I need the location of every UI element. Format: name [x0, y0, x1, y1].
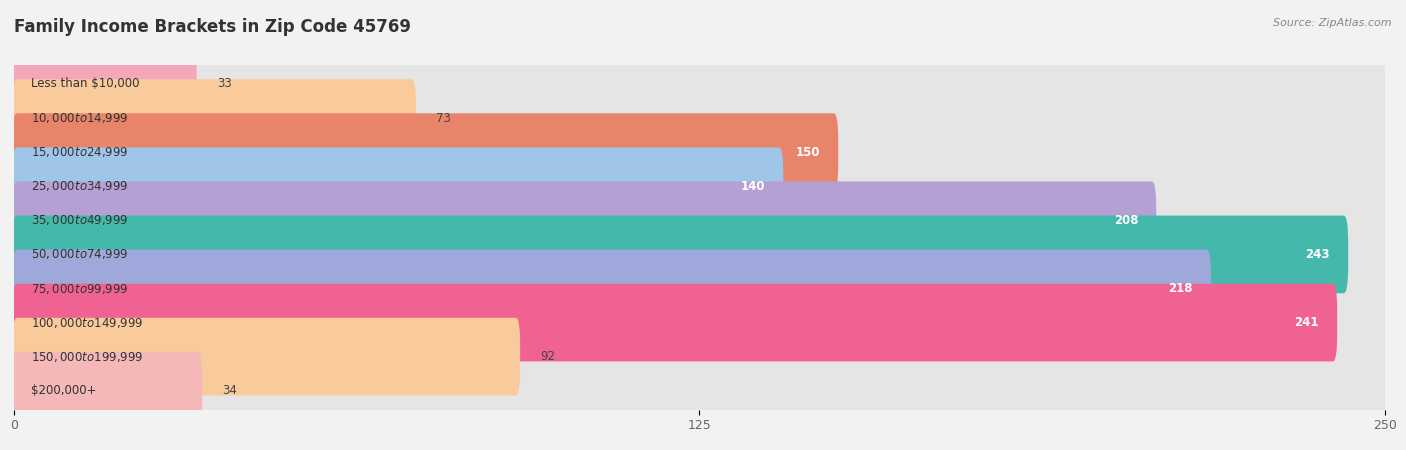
FancyBboxPatch shape [14, 342, 1385, 371]
Text: $25,000 to $34,999: $25,000 to $34,999 [31, 179, 128, 193]
FancyBboxPatch shape [14, 240, 1385, 269]
Text: 34: 34 [222, 384, 238, 397]
FancyBboxPatch shape [13, 318, 1386, 396]
Text: $35,000 to $49,999: $35,000 to $49,999 [31, 213, 128, 227]
FancyBboxPatch shape [13, 148, 1386, 225]
Text: $10,000 to $14,999: $10,000 to $14,999 [31, 111, 128, 125]
Text: $15,000 to $24,999: $15,000 to $24,999 [31, 145, 128, 159]
FancyBboxPatch shape [14, 308, 1385, 337]
Text: 92: 92 [540, 350, 555, 363]
FancyBboxPatch shape [13, 216, 1386, 293]
Text: 243: 243 [1306, 248, 1330, 261]
FancyBboxPatch shape [13, 113, 1386, 191]
FancyBboxPatch shape [14, 104, 1385, 132]
FancyBboxPatch shape [13, 148, 783, 225]
FancyBboxPatch shape [13, 79, 1386, 157]
FancyBboxPatch shape [13, 181, 1156, 259]
FancyBboxPatch shape [14, 138, 1385, 166]
FancyBboxPatch shape [14, 172, 1385, 201]
FancyBboxPatch shape [13, 284, 1337, 361]
Text: 218: 218 [1168, 282, 1192, 295]
FancyBboxPatch shape [13, 250, 1211, 327]
FancyBboxPatch shape [13, 318, 520, 396]
FancyBboxPatch shape [13, 250, 1386, 327]
FancyBboxPatch shape [14, 274, 1385, 303]
Text: Source: ZipAtlas.com: Source: ZipAtlas.com [1274, 18, 1392, 28]
Text: $150,000 to $199,999: $150,000 to $199,999 [31, 350, 143, 364]
Text: $50,000 to $74,999: $50,000 to $74,999 [31, 248, 128, 261]
Text: 33: 33 [217, 77, 232, 90]
Text: Family Income Brackets in Zip Code 45769: Family Income Brackets in Zip Code 45769 [14, 18, 411, 36]
Text: 241: 241 [1295, 316, 1319, 329]
FancyBboxPatch shape [13, 45, 197, 123]
FancyBboxPatch shape [13, 45, 1386, 123]
Text: 150: 150 [796, 146, 820, 159]
FancyBboxPatch shape [13, 113, 838, 191]
FancyBboxPatch shape [13, 216, 1348, 293]
Text: $75,000 to $99,999: $75,000 to $99,999 [31, 282, 128, 296]
FancyBboxPatch shape [13, 181, 1386, 259]
FancyBboxPatch shape [13, 352, 1386, 430]
Text: $200,000+: $200,000+ [31, 384, 96, 397]
Text: Less than $10,000: Less than $10,000 [31, 77, 139, 90]
FancyBboxPatch shape [13, 284, 1386, 361]
Text: 73: 73 [436, 112, 451, 125]
FancyBboxPatch shape [13, 79, 416, 157]
Text: 140: 140 [741, 180, 765, 193]
FancyBboxPatch shape [14, 70, 1385, 98]
FancyBboxPatch shape [13, 352, 202, 430]
Text: 208: 208 [1114, 214, 1139, 227]
FancyBboxPatch shape [14, 206, 1385, 234]
Text: $100,000 to $149,999: $100,000 to $149,999 [31, 315, 143, 329]
FancyBboxPatch shape [14, 377, 1385, 405]
